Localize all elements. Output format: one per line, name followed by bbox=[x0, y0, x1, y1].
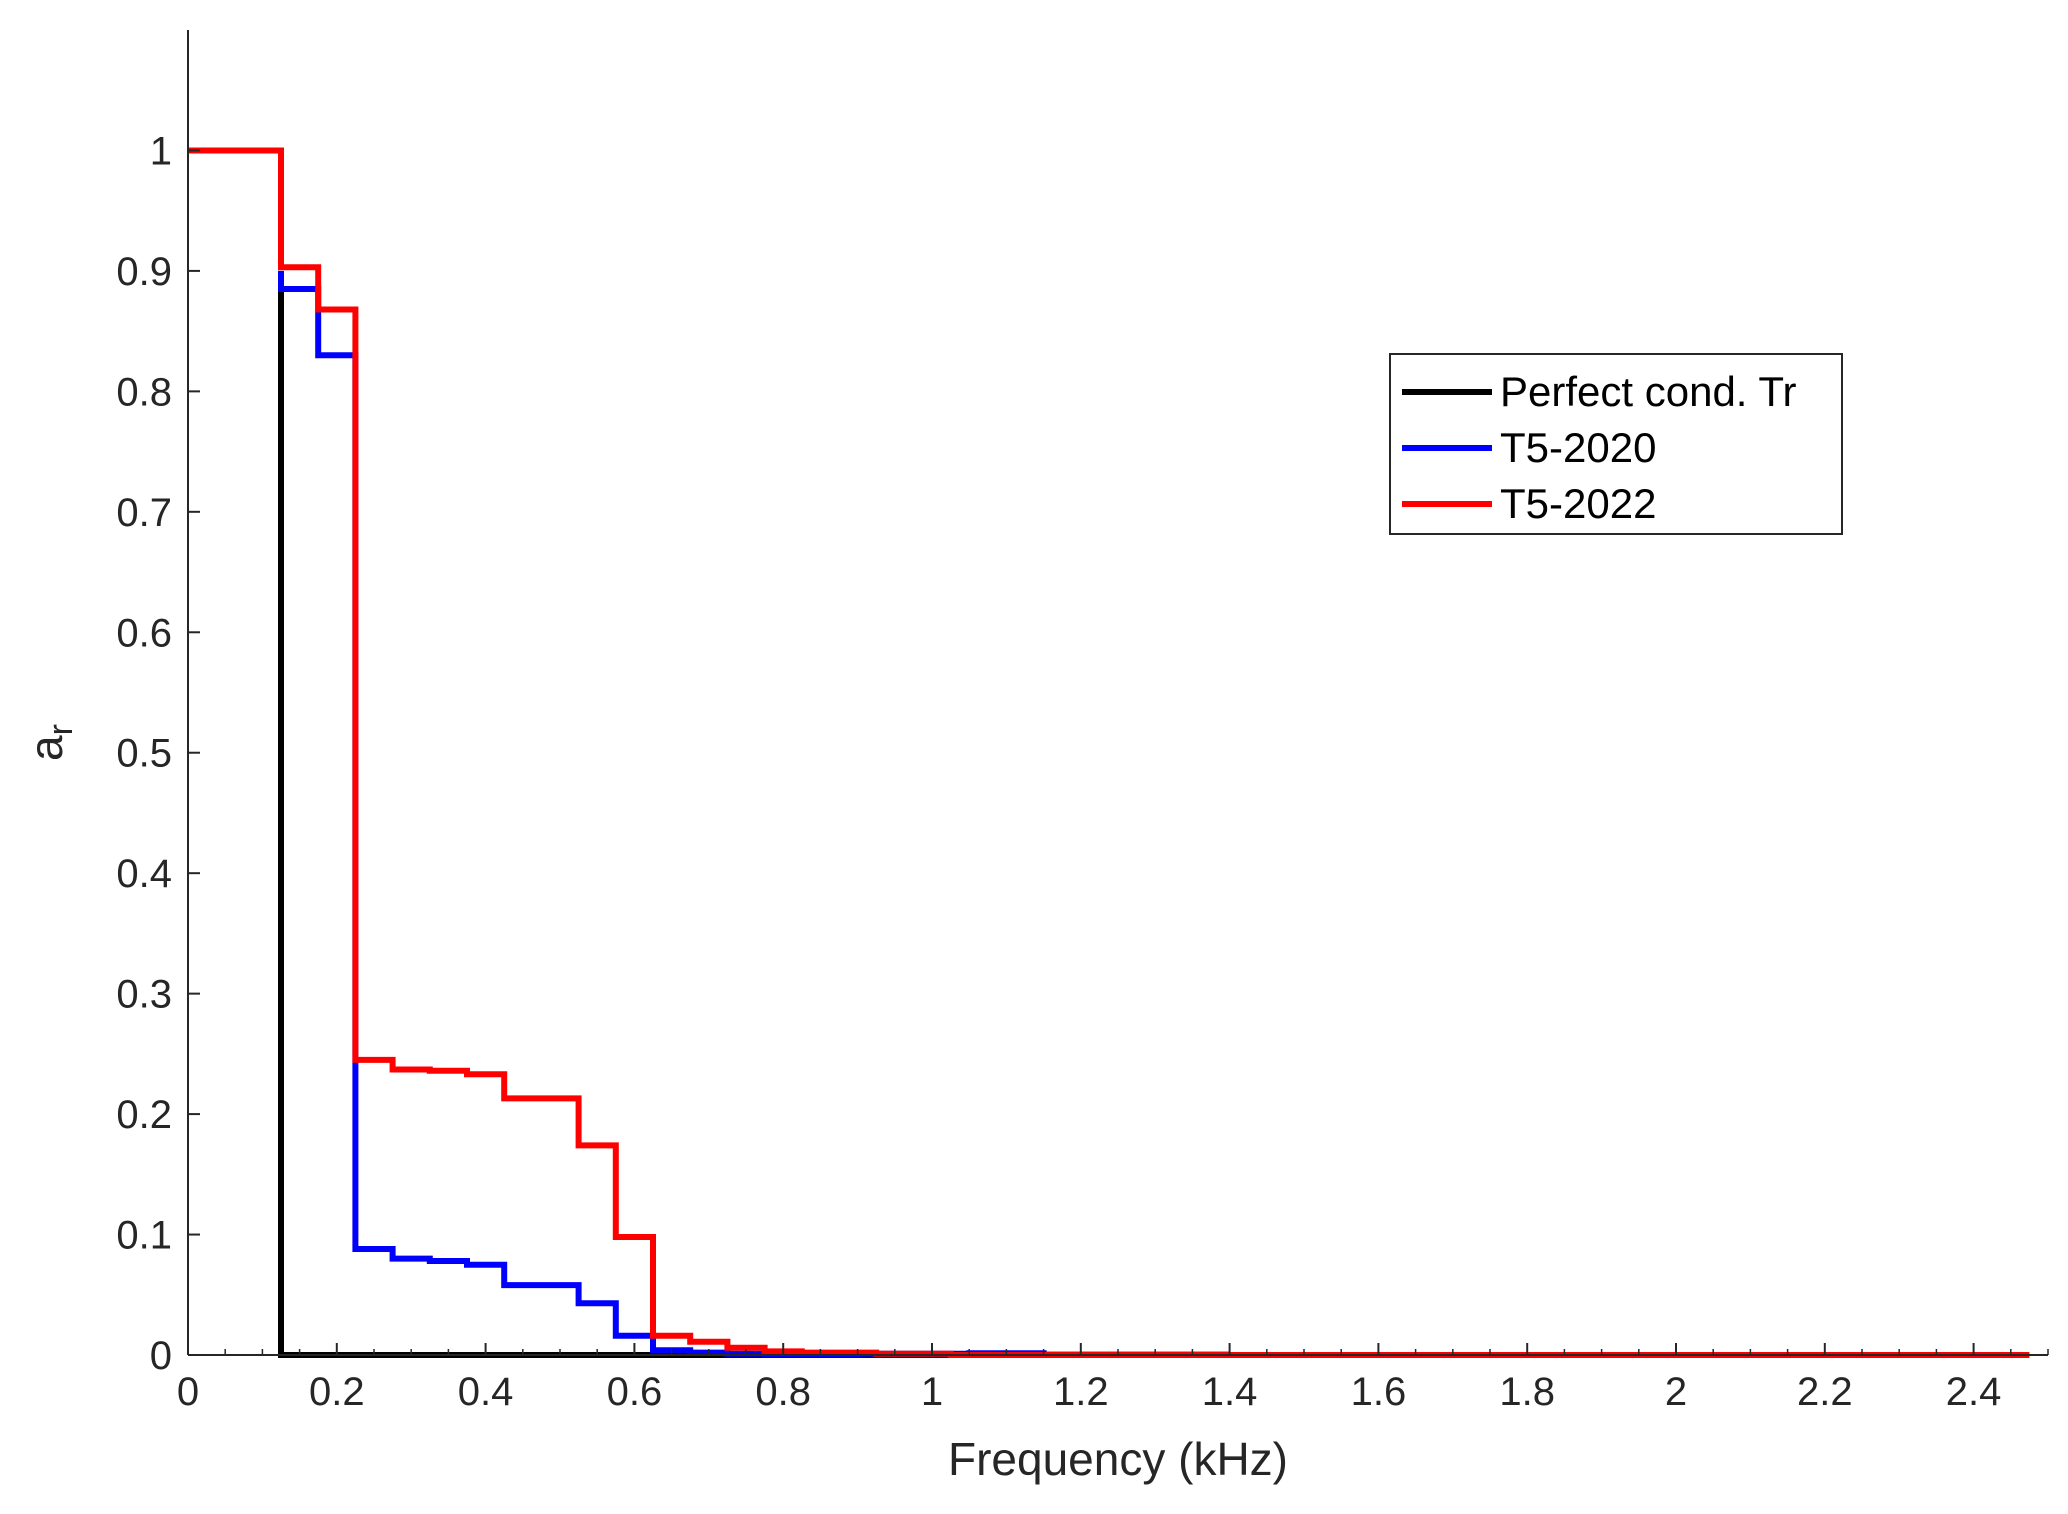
y-ticks: 0 0.1 0.2 0.3 0.4 0.5 0.6 0.7 0.8 0.9 1 bbox=[116, 129, 200, 1378]
y-axis-label-subscript: r bbox=[42, 724, 80, 735]
x-tick-label: 1.8 bbox=[1499, 1370, 1555, 1414]
x-tick-label: 1.2 bbox=[1053, 1370, 1109, 1414]
y-tick-label: 0.2 bbox=[116, 1093, 172, 1137]
series-line-t5-2022 bbox=[188, 147, 2030, 1358]
y-tick-label: 0.4 bbox=[116, 852, 172, 896]
y-tick-label: 0.9 bbox=[116, 250, 172, 294]
y-axis-label-base: a bbox=[20, 735, 72, 761]
y-tick-label: 0.3 bbox=[116, 973, 172, 1017]
x-tick-label: 2.2 bbox=[1797, 1370, 1853, 1414]
y-tick-label: 0 bbox=[150, 1334, 172, 1378]
x-tick-label: 0 bbox=[177, 1370, 199, 1414]
x-axis-label: Frequency (kHz) bbox=[948, 1433, 1288, 1485]
x-tick-label: 0.8 bbox=[755, 1370, 811, 1414]
legend: Perfect cond. Tr T5-2020 T5-2022 bbox=[1389, 353, 1843, 535]
y-tick-label: 0.8 bbox=[116, 370, 172, 414]
x-tick-label: 2 bbox=[1665, 1370, 1687, 1414]
x-tick-label: 1.6 bbox=[1351, 1370, 1407, 1414]
legend-label-t5-2022: T5-2022 bbox=[1500, 480, 1656, 527]
legend-label-t5-2020: T5-2020 bbox=[1500, 424, 1656, 471]
x-tick-label: 2.4 bbox=[1946, 1370, 2002, 1414]
y-tick-label: 0.1 bbox=[116, 1214, 172, 1258]
x-tick-label: 0.2 bbox=[309, 1370, 365, 1414]
y-axis-label: ar bbox=[20, 724, 80, 761]
y-tick-label: 1 bbox=[150, 129, 172, 173]
x-tick-label: 0.6 bbox=[607, 1370, 663, 1414]
y-tick-label: 0.7 bbox=[116, 491, 172, 535]
plot-area: 0 0.2 0.4 0.6 0.8 1 1.2 1.4 1.6 1.8 2 2.2 2.4 0 0.1 0.… bbox=[116, 30, 2049, 1414]
y-tick-label: 0.5 bbox=[116, 732, 172, 776]
y-tick-label: 0.6 bbox=[116, 611, 172, 655]
x-ticks: 0 0.2 0.4 0.6 0.8 1 1.2 1.4 1.6 1.8 2 2.2 2.4 bbox=[177, 1343, 2049, 1414]
legend-label-perfect-cond-tr: Perfect cond. Tr bbox=[1500, 368, 1796, 415]
x-tick-label: 1.4 bbox=[1202, 1370, 1258, 1414]
x-tick-label: 1 bbox=[921, 1370, 943, 1414]
x-tick-label: 0.4 bbox=[458, 1370, 514, 1414]
